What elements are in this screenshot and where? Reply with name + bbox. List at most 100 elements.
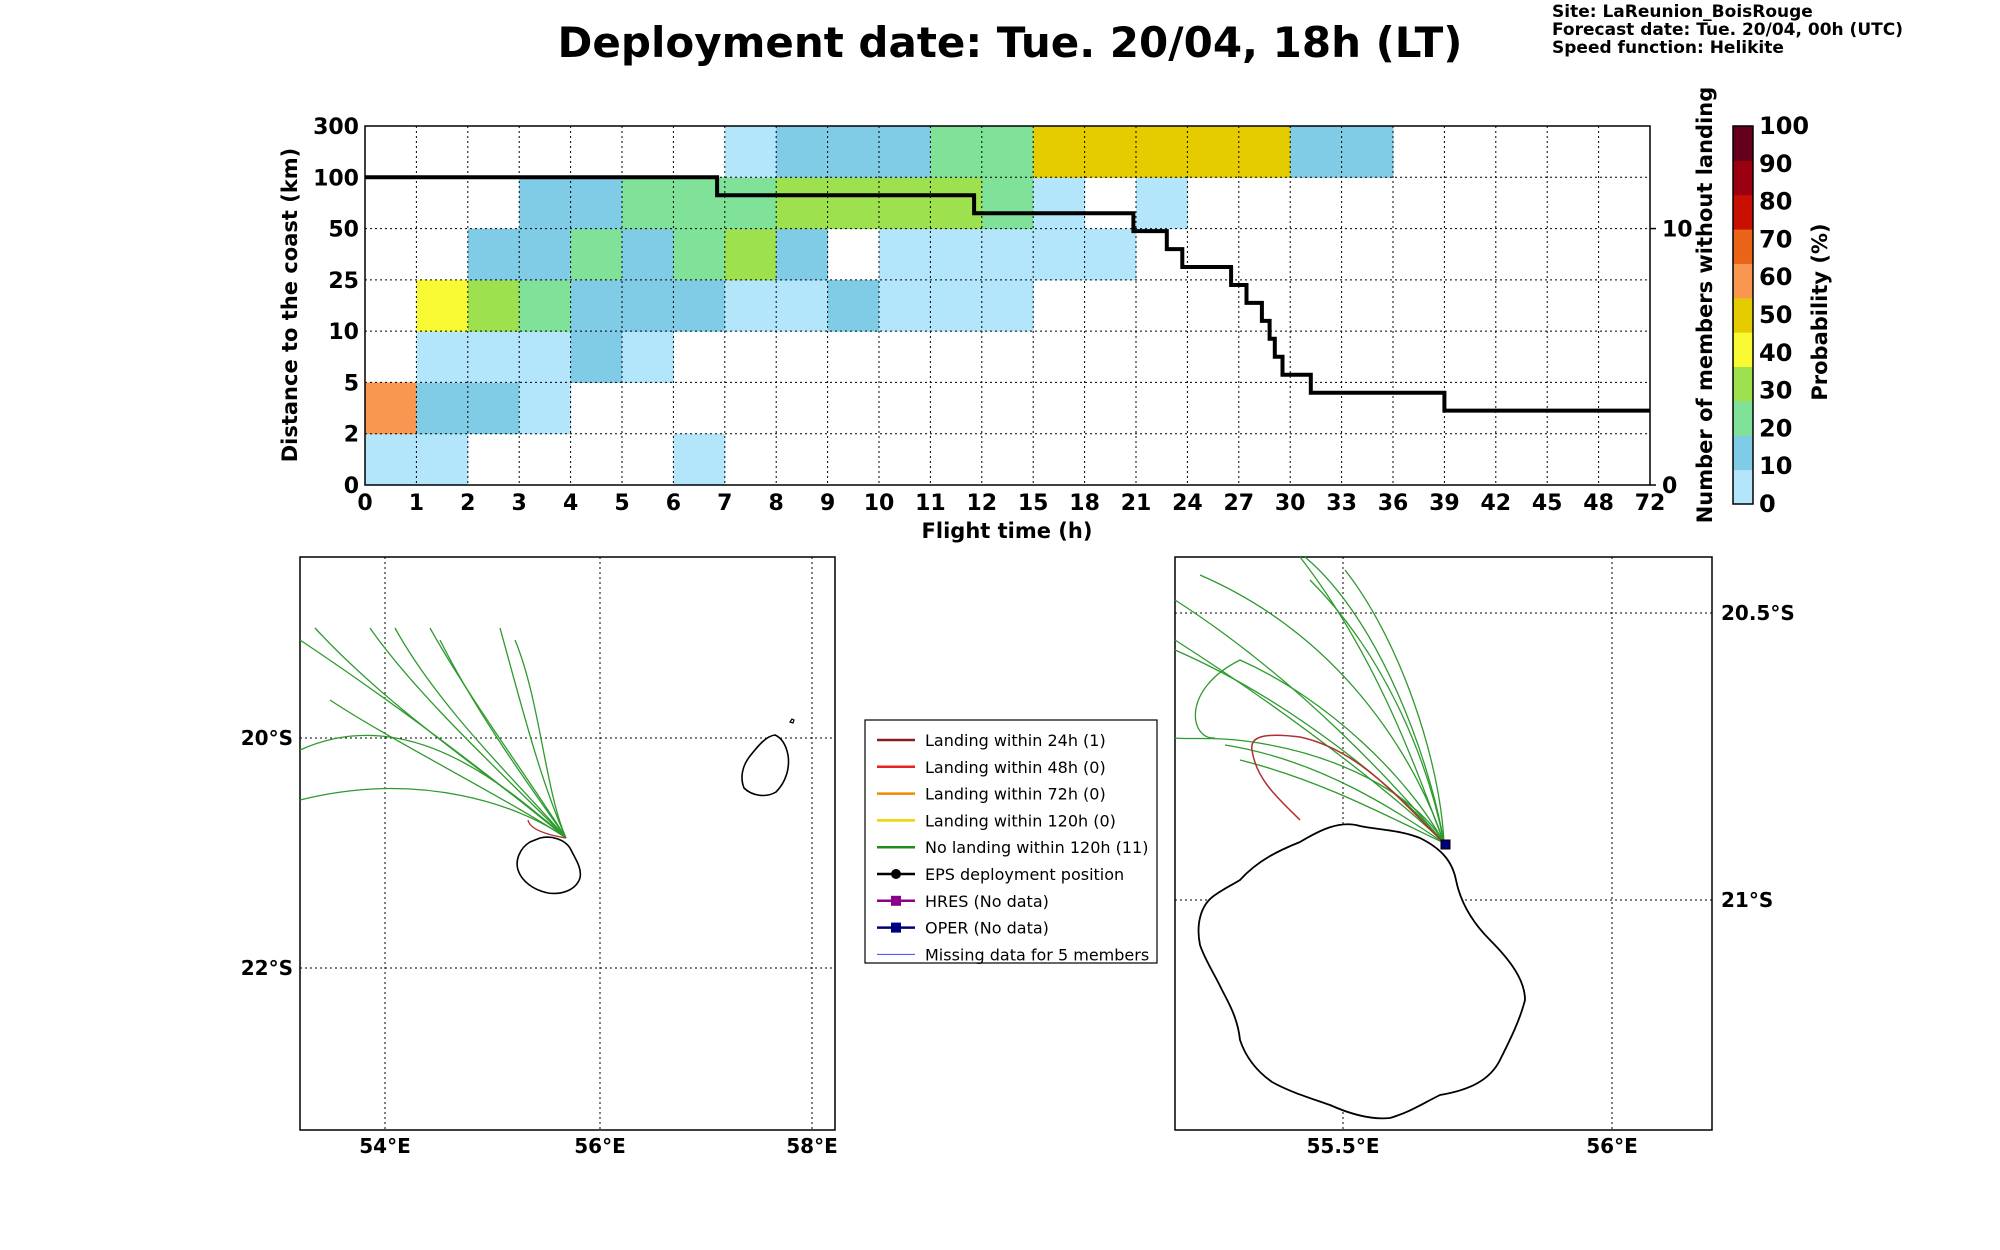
x-tick-label: 45: [1532, 491, 1563, 516]
x-tick-label: 21: [1121, 491, 1152, 516]
members-step-line: [365, 175, 1650, 413]
legend-label: EPS deployment position: [925, 865, 1124, 884]
heat-cell: [1084, 228, 1137, 281]
colorbar-tick-label: 40: [1759, 339, 1792, 367]
x-tick-label: 18: [1069, 491, 1100, 516]
heat-cell: [467, 279, 520, 332]
reunion-island-small: [516, 836, 582, 895]
y-tick-label: 300: [313, 115, 359, 140]
legend-label: Missing data for 5 members: [925, 945, 1149, 964]
colorbar-segment: [1733, 297, 1753, 333]
colorbar-segment: [1733, 400, 1753, 436]
legend-label: Landing within 48h (0): [925, 758, 1106, 777]
y-tick-label: 10: [328, 320, 359, 345]
y-tick-label: 5: [344, 371, 359, 396]
colorbar-segment: [1733, 469, 1753, 505]
x-tick-label: 4: [563, 491, 578, 516]
y2-tick-label: 10: [1662, 218, 1693, 243]
heat-cell: [827, 279, 880, 332]
x-tick-label: 39: [1429, 491, 1460, 516]
x-axis-label: Flight time (h): [922, 519, 1093, 543]
heat-cell: [416, 279, 469, 332]
heat-cell: [467, 331, 520, 383]
legend-item: Landing within 120h (0): [877, 811, 1116, 830]
heat-cell: [1136, 177, 1188, 230]
colorbar-tick-label: 0: [1759, 490, 1776, 518]
x-tick-label: 5: [614, 491, 629, 516]
lon-label-54: 54°E: [359, 1134, 411, 1158]
x-tick-label: 2: [460, 491, 475, 516]
heat-cell: [519, 279, 572, 332]
legend-label: No landing within 120h (11): [925, 838, 1148, 857]
x-tick-label: 9: [820, 491, 835, 516]
right-map-trajectories: [1174, 556, 1445, 844]
heat-cell: [519, 331, 572, 383]
heat-cell: [879, 279, 931, 332]
x-tick-label: 0: [357, 491, 372, 516]
x-tick-label: 1: [409, 491, 424, 516]
lat-label-21s: 21°S: [1721, 888, 1773, 912]
heat-cell: [930, 279, 983, 332]
heat-cell: [467, 382, 520, 435]
colorbar-segment: [1733, 126, 1753, 161]
colorbar-tick-label: 70: [1759, 225, 1792, 253]
heat-cell: [1033, 228, 1086, 281]
x-tick-label: 42: [1480, 491, 1511, 516]
heat-cell: [724, 228, 777, 281]
heat-cell: [1033, 177, 1086, 230]
heat-cell: [776, 126, 829, 178]
heat-cell: [365, 433, 417, 486]
x-tick-label: 24: [1172, 491, 1203, 516]
heat-cell: [622, 228, 674, 281]
heat-cell: [879, 126, 931, 178]
colorbar-tick-label: 20: [1759, 414, 1792, 442]
x-tick-label: 10: [864, 491, 895, 516]
legend-item: Missing data for 5 members: [877, 945, 1149, 964]
heat-cell: [1341, 126, 1394, 178]
heat-cell: [673, 433, 726, 486]
heat-cell: [416, 331, 469, 383]
heat-cell: [724, 279, 777, 332]
heat-cell: [570, 279, 623, 332]
heat-cell: [1290, 126, 1343, 178]
colorbar-segment: [1733, 194, 1753, 230]
colorbar-segment: [1733, 160, 1753, 196]
colorbar-segment: [1733, 366, 1753, 402]
lon-label-56e: 56°E: [1586, 1134, 1638, 1158]
y-tick-label: 50: [328, 218, 359, 243]
y-tick-label: 0: [344, 474, 359, 499]
colorbar-tick-label: 30: [1759, 377, 1792, 405]
legend-item: HRES (No data): [877, 892, 1049, 911]
reunion-island-large: [1197, 823, 1526, 1120]
lat-label-20-5s: 20.5°S: [1721, 601, 1795, 625]
heat-cell: [416, 433, 469, 486]
x-tick-label: 7: [717, 491, 732, 516]
forecast-label: Forecast date: Tue. 20/04, 00h (UTC): [1552, 20, 1903, 40]
lon-label-56: 56°E: [574, 1134, 626, 1158]
heat-cell: [1238, 126, 1291, 178]
heat-cell: [981, 228, 1034, 281]
y2-tick-labels: 0 10: [1650, 218, 1693, 499]
y2-tick-label: 0: [1662, 474, 1677, 499]
x-tick-label: 15: [1018, 491, 1049, 516]
colorbar-label: Probability (%): [1808, 223, 1832, 400]
y-tick-label: 100: [313, 166, 359, 191]
heat-cell: [776, 228, 829, 281]
legend-label: Landing within 72h (0): [925, 785, 1106, 804]
heat-cell: [827, 177, 880, 230]
heat-cell: [981, 279, 1034, 332]
colorbar-segment: [1733, 263, 1753, 299]
small-islet: [789, 718, 795, 724]
x-tick-labels: 0 1 2 3 4 5 6 7 8 9 10 11 12 15 18 21 24 27 30 33 36 39 42 45 48…: [357, 491, 1665, 516]
legend-label: OPER (No data): [925, 919, 1049, 938]
x-tick-label: 12: [966, 491, 997, 516]
colorbar: [1732, 125, 1754, 505]
colorbar-tick-label: 100: [1759, 112, 1809, 140]
heat-cell: [673, 279, 726, 332]
legend: Landing within 24h (1) Landing within 48h…: [864, 719, 1158, 964]
x-tick-label: 33: [1326, 491, 1357, 516]
heat-cell: [1033, 126, 1086, 178]
right-map-landing-track: [1251, 734, 1445, 844]
